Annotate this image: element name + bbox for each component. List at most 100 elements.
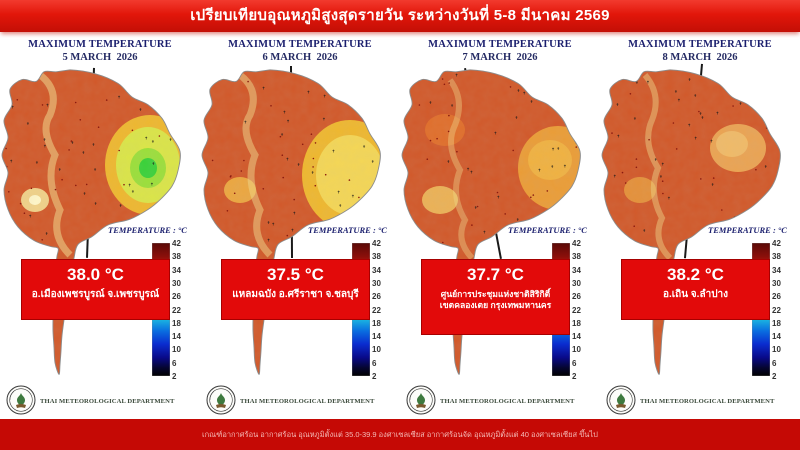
- svg-text:✝: ✝: [119, 203, 123, 208]
- svg-text:✝: ✝: [523, 73, 527, 78]
- svg-text:✝: ✝: [745, 96, 749, 101]
- svg-text:✝: ✝: [654, 157, 658, 162]
- svg-text:✝: ✝: [551, 147, 555, 152]
- svg-text:✝: ✝: [716, 111, 720, 116]
- svg-text:✝: ✝: [179, 216, 183, 221]
- svg-text:✝: ✝: [450, 103, 454, 108]
- svg-text:✝: ✝: [711, 182, 715, 187]
- svg-text:✝: ✝: [710, 139, 714, 144]
- svg-text:✝: ✝: [131, 189, 135, 194]
- svg-text:✝: ✝: [139, 107, 143, 112]
- svg-text:✝: ✝: [280, 132, 284, 137]
- svg-text:✝: ✝: [58, 167, 62, 172]
- svg-text:✝: ✝: [332, 149, 336, 154]
- svg-text:✝: ✝: [694, 136, 698, 141]
- svg-text:✝: ✝: [311, 170, 315, 175]
- svg-text:✝: ✝: [246, 65, 250, 70]
- svg-text:✝: ✝: [759, 77, 763, 82]
- svg-text:✝: ✝: [93, 167, 97, 172]
- svg-text:✝: ✝: [677, 98, 681, 103]
- svg-text:✝: ✝: [82, 150, 86, 155]
- svg-text:✝: ✝: [94, 201, 98, 206]
- svg-text:✝: ✝: [83, 191, 87, 196]
- svg-text:✝: ✝: [470, 170, 474, 175]
- svg-text:✝: ✝: [215, 76, 219, 81]
- svg-text:✝: ✝: [304, 227, 308, 232]
- svg-text:✝: ✝: [780, 96, 784, 101]
- svg-text:✝: ✝: [293, 211, 297, 216]
- svg-text:✝: ✝: [659, 174, 663, 179]
- svg-text:✝: ✝: [286, 118, 290, 123]
- svg-text:✝: ✝: [447, 159, 451, 164]
- svg-text:✝: ✝: [674, 89, 678, 94]
- svg-text:✝: ✝: [531, 219, 535, 224]
- svg-text:✝: ✝: [556, 235, 560, 240]
- svg-text:✝: ✝: [267, 238, 271, 243]
- svg-text:✝: ✝: [494, 131, 498, 136]
- svg-text:✝: ✝: [150, 182, 154, 187]
- svg-text:✝: ✝: [769, 217, 773, 222]
- svg-text:✝: ✝: [307, 90, 311, 95]
- svg-text:✝: ✝: [272, 222, 276, 227]
- svg-text:✝: ✝: [339, 203, 343, 208]
- svg-text:✝: ✝: [43, 137, 47, 142]
- svg-text:✝: ✝: [688, 123, 692, 128]
- svg-text:✝: ✝: [617, 133, 621, 138]
- svg-text:✝: ✝: [351, 194, 355, 199]
- svg-text:✝: ✝: [46, 103, 50, 108]
- svg-text:✝: ✝: [43, 144, 47, 149]
- svg-text:✝: ✝: [323, 94, 327, 99]
- svg-text:✝: ✝: [557, 146, 561, 151]
- svg-text:✝: ✝: [29, 214, 33, 219]
- svg-text:✝: ✝: [455, 72, 459, 77]
- svg-text:✝: ✝: [283, 109, 287, 114]
- svg-text:✝: ✝: [21, 66, 25, 71]
- svg-text:✝: ✝: [517, 88, 521, 93]
- svg-text:✝: ✝: [117, 95, 121, 100]
- svg-text:✝: ✝: [766, 205, 770, 210]
- svg-text:✝: ✝: [524, 228, 528, 233]
- svg-text:✝: ✝: [169, 137, 173, 142]
- svg-text:✝: ✝: [373, 90, 377, 95]
- svg-text:✝: ✝: [538, 167, 542, 172]
- svg-text:✝: ✝: [667, 195, 671, 200]
- svg-text:✝: ✝: [616, 102, 620, 107]
- svg-text:✝: ✝: [92, 142, 96, 147]
- svg-text:✝: ✝: [163, 67, 167, 72]
- svg-text:✝: ✝: [661, 162, 665, 167]
- svg-text:✝: ✝: [145, 136, 149, 141]
- svg-text:✝: ✝: [297, 162, 301, 167]
- svg-text:✝: ✝: [613, 174, 617, 179]
- svg-text:✝: ✝: [429, 100, 433, 105]
- svg-text:✝: ✝: [322, 117, 326, 122]
- svg-text:✝: ✝: [56, 65, 60, 70]
- svg-text:✝: ✝: [559, 79, 563, 84]
- svg-text:✝: ✝: [371, 159, 375, 164]
- svg-text:✝: ✝: [362, 144, 366, 149]
- svg-text:✝: ✝: [10, 159, 14, 164]
- svg-text:✝: ✝: [759, 214, 763, 219]
- svg-text:✝: ✝: [151, 139, 155, 144]
- svg-text:✝: ✝: [646, 80, 650, 85]
- svg-text:✝: ✝: [334, 224, 338, 229]
- svg-text:✝: ✝: [26, 121, 30, 126]
- svg-text:✝: ✝: [364, 109, 368, 114]
- svg-text:✝: ✝: [764, 164, 768, 169]
- svg-text:✝: ✝: [294, 241, 298, 246]
- svg-text:✝: ✝: [747, 69, 751, 74]
- svg-text:✝: ✝: [497, 194, 501, 199]
- svg-text:✝: ✝: [466, 166, 470, 171]
- svg-text:✝: ✝: [128, 182, 132, 187]
- svg-text:✝: ✝: [159, 213, 163, 218]
- svg-text:✝: ✝: [554, 239, 558, 244]
- svg-text:✝: ✝: [633, 116, 637, 121]
- svg-text:✝: ✝: [138, 61, 142, 66]
- svg-text:✝: ✝: [262, 86, 266, 91]
- svg-text:✝: ✝: [35, 160, 39, 165]
- svg-text:✝: ✝: [530, 99, 534, 104]
- svg-text:✝: ✝: [530, 227, 534, 232]
- svg-text:✝: ✝: [701, 115, 705, 120]
- svg-text:✝: ✝: [563, 163, 567, 168]
- svg-text:✝: ✝: [516, 217, 520, 222]
- svg-text:✝: ✝: [763, 79, 767, 84]
